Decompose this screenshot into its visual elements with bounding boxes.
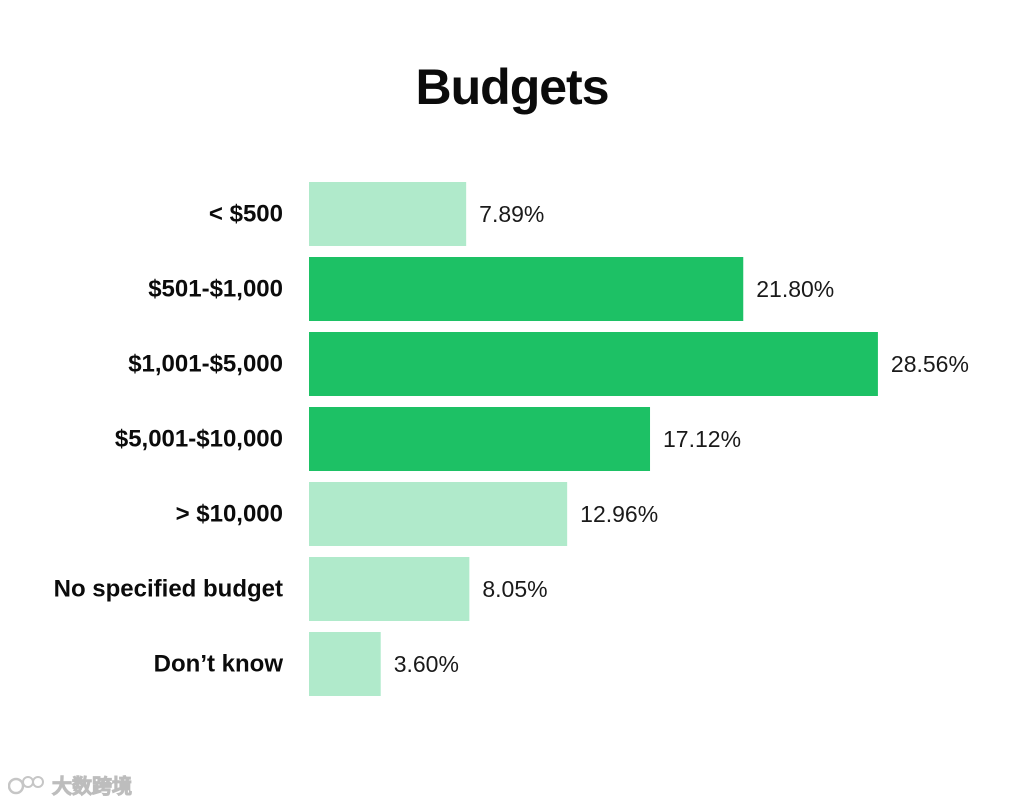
bar	[309, 182, 467, 246]
data-label: 3.60%	[394, 651, 459, 677]
data-label: 21.80%	[756, 276, 834, 302]
bar	[309, 332, 878, 396]
bar	[309, 632, 381, 696]
category-label: $5,001-$10,000	[115, 426, 283, 453]
category-label: No specified budget	[54, 576, 283, 603]
data-label: 12.96%	[580, 501, 658, 527]
category-label: < $500	[209, 201, 283, 228]
bar	[309, 257, 744, 321]
bar	[309, 557, 470, 621]
category-label: > $10,000	[176, 501, 283, 528]
category-label: Don’t know	[154, 651, 284, 678]
data-label: 7.89%	[479, 201, 544, 227]
chart-title: Budgets	[415, 59, 610, 115]
watermark-logo-icon	[8, 775, 44, 794]
data-label: 28.56%	[891, 351, 969, 377]
category-label: $1,001-$5,000	[128, 351, 283, 378]
category-label: $501-$1,000	[148, 276, 283, 303]
watermark: 大数跨境	[8, 770, 133, 799]
bar	[309, 482, 568, 546]
data-label: 8.05%	[482, 576, 547, 602]
watermark-text: 大数跨境	[52, 774, 133, 799]
data-label: 17.12%	[663, 426, 741, 452]
bar	[309, 407, 651, 471]
